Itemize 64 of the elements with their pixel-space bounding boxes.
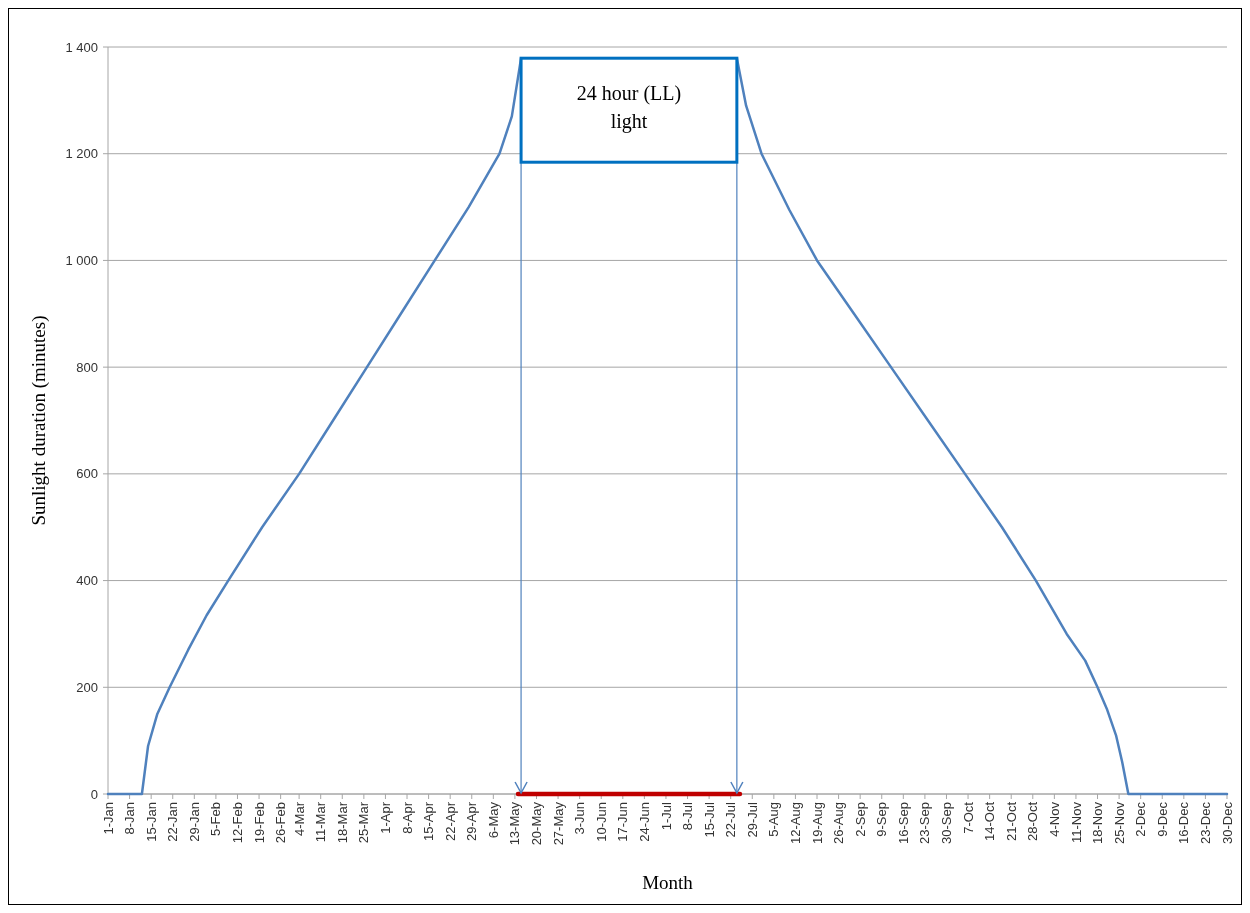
- x-tick-label: 15-Jul: [701, 801, 717, 838]
- x-tick-label: 29-Jul: [744, 801, 760, 838]
- x-tick-label: 29-Jan: [186, 802, 202, 842]
- x-tick-label: 19-Aug: [809, 802, 825, 844]
- annotation: 24 hour (LL) light: [576, 82, 682, 134]
- y-tick-label: 200: [76, 679, 98, 695]
- y-tick-label: 1 000: [65, 252, 98, 268]
- x-tick-label: 16-Dec: [1176, 801, 1192, 844]
- x-tick-label: 7-Oct: [960, 801, 976, 834]
- y-tick-label: 1 400: [65, 39, 98, 55]
- x-tick-label: 30-Sep: [939, 802, 955, 844]
- x-tick-label: 25-Nov: [1111, 801, 1127, 844]
- x-tick-label: 23-Sep: [917, 802, 933, 844]
- x-tick-label: 20-May: [529, 801, 545, 846]
- x-tick-label: 27-May: [550, 801, 566, 846]
- x-tick-label: 15-Jan: [143, 802, 159, 842]
- x-tick-label: 26-Aug: [831, 802, 847, 844]
- x-tick-label: 18-Mar: [334, 801, 350, 844]
- x-tick-label: 23-Dec: [1197, 801, 1213, 844]
- y-axis-title: Sunlight duration (minutes): [27, 315, 50, 526]
- x-axis-title: Month: [642, 872, 694, 893]
- x-tick-label: 30-Dec: [1219, 801, 1235, 844]
- x-tick-label: 19-Feb: [251, 802, 267, 844]
- x-tick-label: 17-Jun: [615, 802, 631, 842]
- x-tick-label: 4-Nov: [1046, 801, 1062, 837]
- x-tick-label: 25-Mar: [356, 801, 372, 844]
- x-tick-label: 8-Jul: [680, 801, 696, 831]
- x-tick-label: 18-Nov: [1090, 801, 1106, 844]
- x-tick-label: 2-Sep: [852, 802, 868, 837]
- y-tick-label: 400: [76, 573, 98, 589]
- x-tick-label: 24-Jun: [636, 802, 652, 842]
- x-tick-label: 11-Mar: [313, 801, 329, 843]
- x-tick-label: 5-Aug: [766, 802, 782, 837]
- x-tick-label: 22-Jan: [165, 802, 181, 842]
- x-tick-label: 28-Oct: [1025, 801, 1041, 842]
- x-tick-label: 1-Jul: [658, 801, 674, 831]
- x-tick-label: 9-Dec: [1154, 801, 1170, 837]
- x-tick-label: 12-Aug: [787, 802, 803, 844]
- y-tick-label: 1 200: [65, 146, 98, 162]
- x-tick-label: 5-Feb: [208, 802, 224, 836]
- x-tick-label: 4-Mar: [291, 801, 307, 836]
- y-tick-label: 0: [90, 786, 98, 802]
- x-tick-label: 1-Apr: [377, 801, 393, 834]
- x-tick-label: 9-Sep: [874, 802, 890, 837]
- x-tick-label: 21-Oct: [1003, 801, 1019, 842]
- x-tick-label: 12-Feb: [230, 802, 246, 844]
- x-tick-label: 8-Jan: [122, 802, 138, 835]
- x-tick-label: 6-May: [485, 801, 501, 839]
- y-tick-label: 600: [76, 466, 98, 482]
- x-tick-label: 26-Feb: [273, 802, 289, 844]
- x-tick-label: 11-Nov: [1068, 801, 1084, 843]
- x-tick-label: 14-Oct: [982, 801, 998, 842]
- x-tick-label: 1-Jan: [100, 802, 116, 835]
- x-tick-label: 13-May: [507, 801, 523, 846]
- x-tick-label: 29-Apr: [464, 801, 480, 842]
- y-tick-label: 800: [76, 359, 98, 375]
- x-tick-label: 10-Jun: [593, 802, 609, 842]
- x-tick-label: 2-Dec: [1133, 801, 1149, 837]
- x-tick-label: 16-Sep: [895, 802, 911, 844]
- x-tick-label: 22-Apr: [442, 801, 458, 842]
- x-tick-label: 8-Apr: [399, 801, 415, 834]
- x-tick-label: 3-Jun: [572, 802, 588, 835]
- x-tick-label: 15-Apr: [421, 801, 437, 842]
- x-tick-label: 22-Jul: [723, 801, 739, 838]
